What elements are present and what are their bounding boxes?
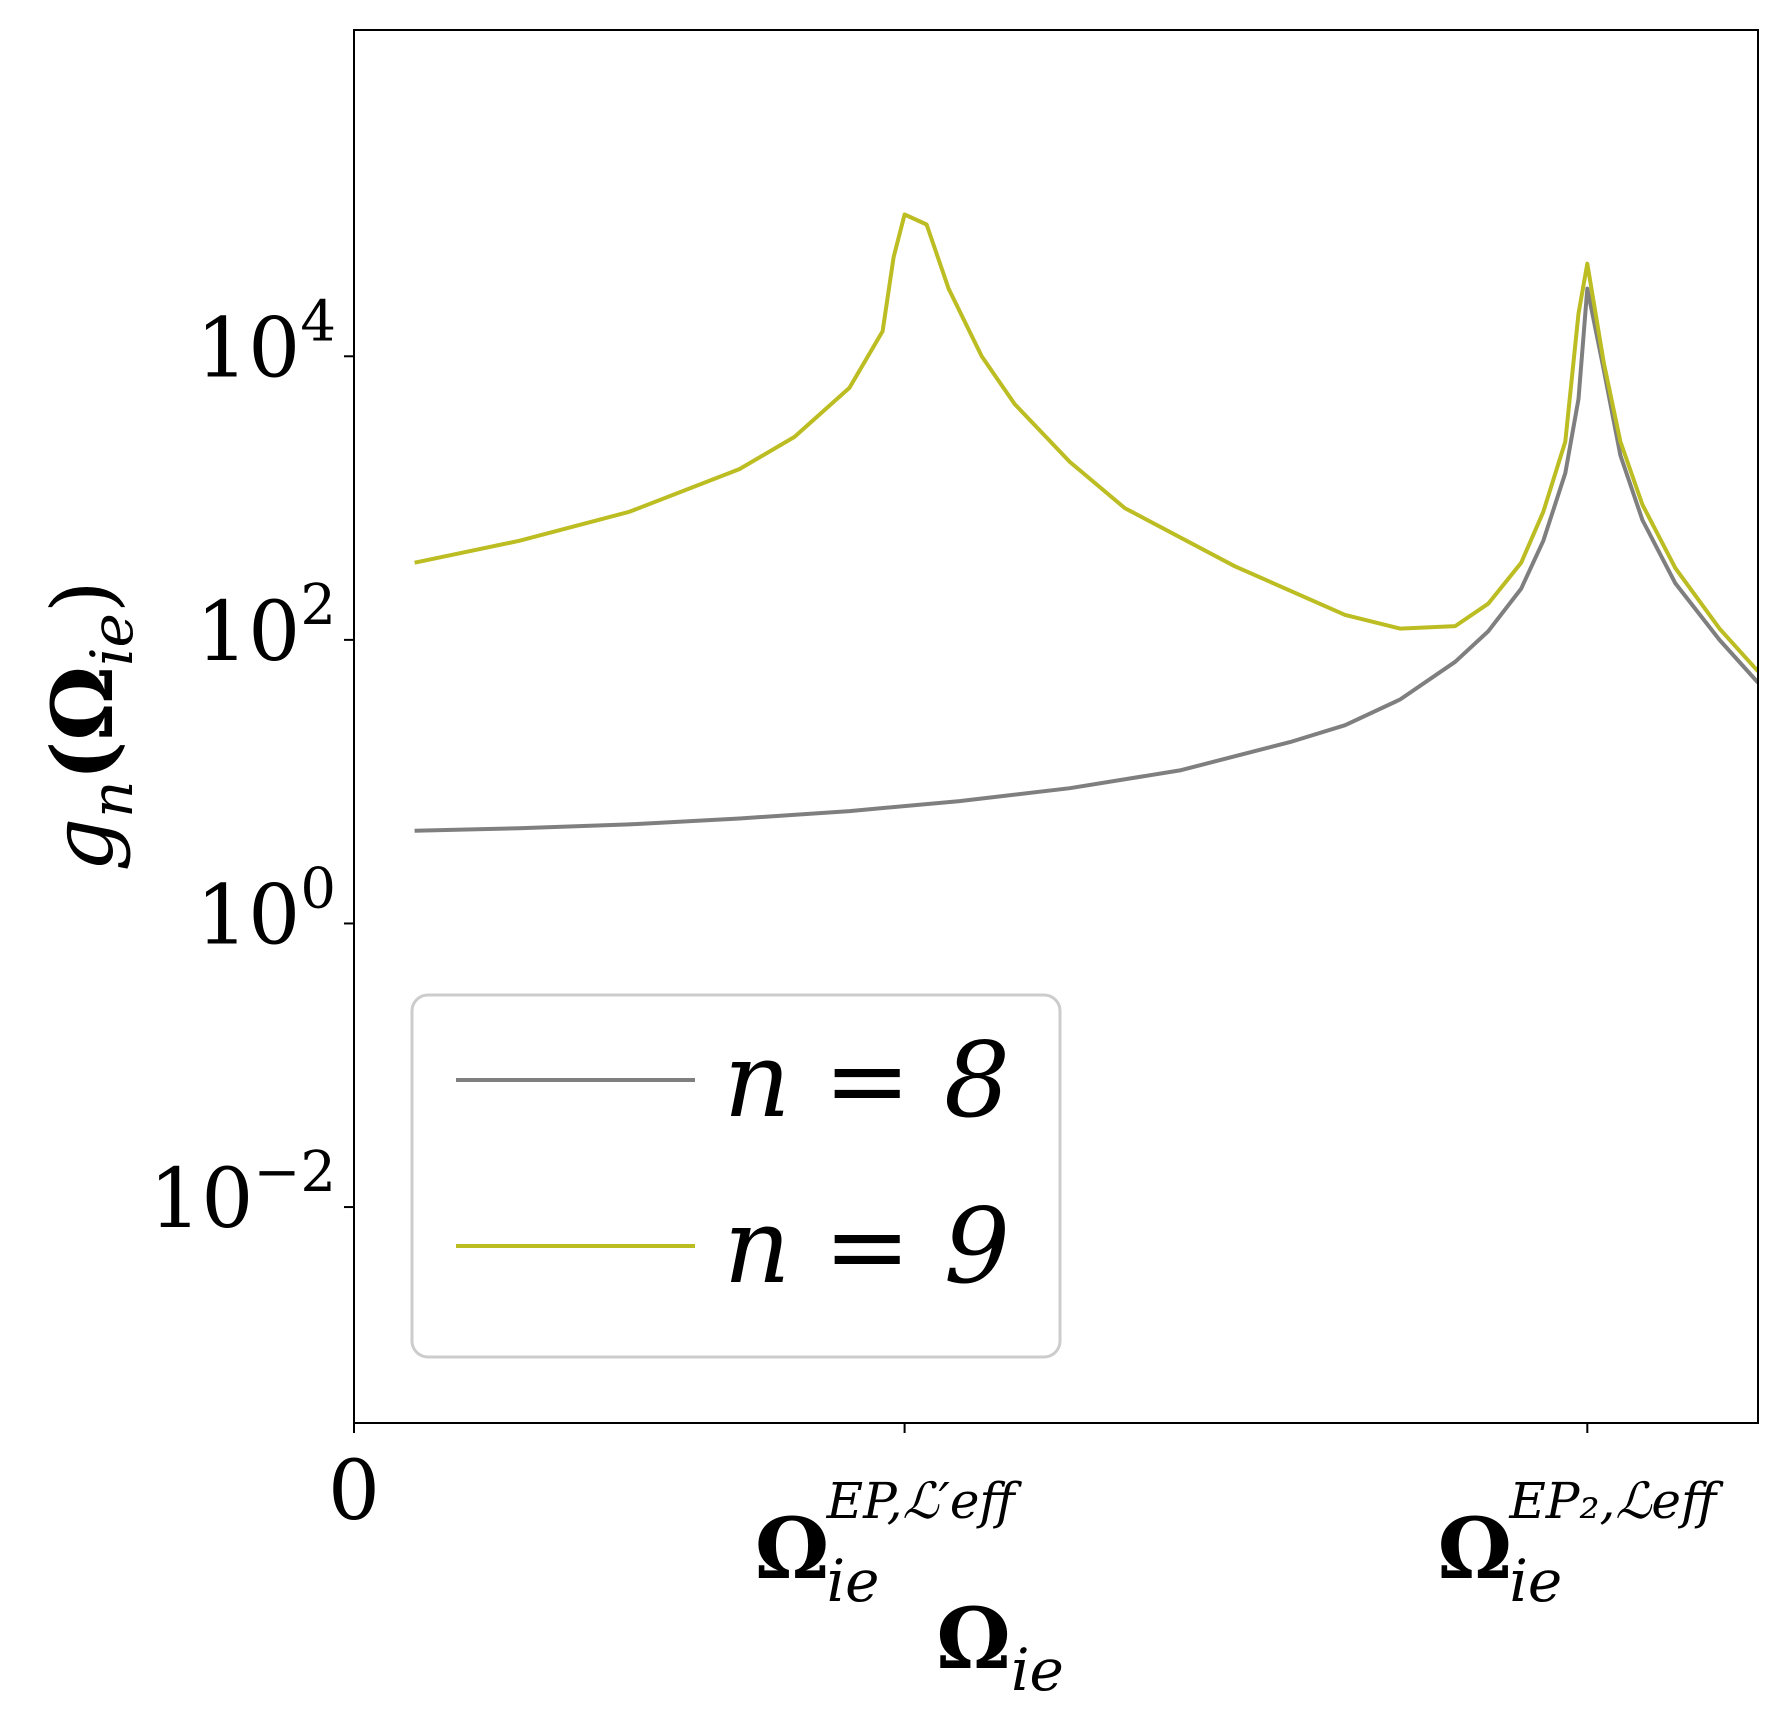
y-tick-label: 100	[196, 856, 336, 963]
series-line-1	[414, 286, 1758, 833]
x-tick-label-sub: ie	[1509, 1547, 1562, 1615]
x-axis-label: Ωie	[936, 1589, 1064, 1704]
plot-frame	[353, 29, 1759, 1424]
series-layer	[414, 212, 1758, 833]
y-tick-label: 104	[196, 289, 336, 396]
x-tick-label-base: Ω	[1437, 1499, 1512, 1598]
x-tick-label-sup: EP,ℒ′eff	[826, 1472, 1023, 1530]
x-tick-label: 0	[328, 1444, 380, 1539]
x-tick-label-sup: EP₂,ℒeff	[1508, 1472, 1724, 1530]
x-tick-label-base: Ω	[755, 1499, 830, 1598]
series-line-2	[414, 212, 1758, 673]
x-tick-label: Ωie EP₂,ℒeff	[1437, 1472, 1724, 1615]
y-axis-label: gn(Ωie)	[33, 580, 146, 871]
y-tick-label: 102	[196, 573, 336, 680]
legend: n = 8 n = 9	[410, 993, 1062, 1359]
legend-entry-label: n = 8	[724, 1019, 1010, 1141]
y-tick-label: 10−2	[149, 1140, 336, 1247]
legend-box	[410, 993, 1062, 1359]
labels-layer: Ωie gn(Ωie)	[33, 580, 1064, 1704]
x-tick-label: Ωie EP,ℒ′eff	[755, 1472, 1023, 1615]
legend-entry-label: n = 9	[724, 1185, 1010, 1307]
x-tick-label-sub: ie	[827, 1547, 880, 1615]
